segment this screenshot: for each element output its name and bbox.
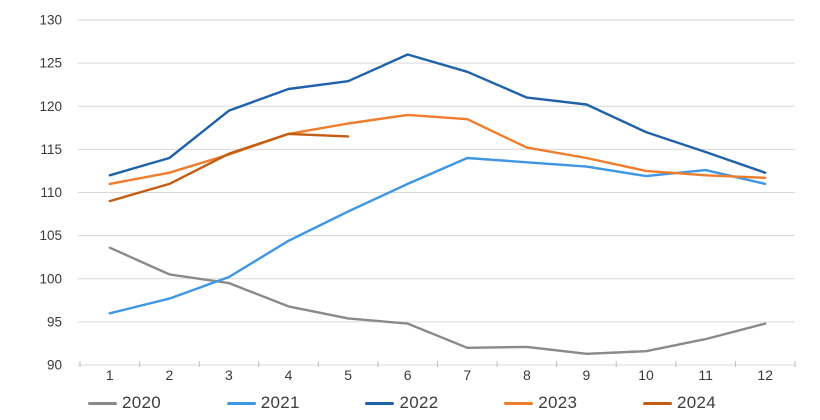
x-axis-tick-label: 3: [225, 367, 233, 383]
y-axis-tick-label: 90: [47, 358, 62, 373]
legend-item-2021: 2021: [226, 393, 300, 413]
series-line-2021: [108, 156, 767, 315]
legend-label: 2022: [399, 393, 439, 412]
series-line-2024: [108, 132, 350, 203]
legend-label: 2020: [122, 393, 162, 412]
x-axis-tick-label: 9: [583, 367, 591, 383]
y-axis-tick-label: 110: [40, 185, 62, 200]
legend-swatch-2020: [88, 401, 117, 405]
y-axis-tick-label: 100: [39, 271, 62, 286]
y-axis-tick-label: 125: [39, 56, 62, 71]
legend-label: 2021: [260, 393, 300, 412]
legend-swatch-2023: [504, 401, 534, 405]
legend-item-2020: 2020: [88, 393, 161, 413]
legend-swatch-2022: [365, 401, 395, 405]
series-line-2020: [108, 246, 767, 355]
legend-item-2022: 2022: [365, 393, 438, 413]
legend-label: 2023: [538, 393, 578, 412]
x-axis-tick-label: 12: [757, 367, 773, 383]
y-axis-tick-label: 105: [39, 228, 62, 243]
x-axis-tick-label: 8: [523, 367, 531, 383]
x-axis-tick-label: 1: [106, 367, 114, 383]
y-axis-tick-label: 95: [47, 314, 62, 329]
x-axis-tick-label: 7: [463, 367, 471, 383]
legend-swatch-2024: [642, 401, 672, 405]
x-axis-tick-label: 10: [638, 367, 654, 383]
x-axis-tick-label: 6: [404, 367, 412, 383]
y-axis-tick-label: 120: [39, 99, 62, 114]
x-axis-tick-label: 4: [285, 367, 293, 383]
x-axis-tick-label: 5: [344, 367, 352, 383]
y-axis-tick-label: 130: [39, 13, 62, 28]
legend-swatch-2021: [226, 401, 256, 405]
legend-item-2024: 2024: [642, 393, 716, 413]
y-axis-tick-label: 115: [40, 142, 62, 157]
legend-item-2023: 2023: [504, 393, 577, 413]
x-axis-tick-label: 11: [698, 367, 713, 383]
chart-legend: 2020 2021 2022 2023 2024: [88, 393, 716, 413]
legend-label: 2024: [676, 393, 716, 412]
x-axis-tick-label: 2: [165, 367, 173, 383]
series-line-2022: [108, 53, 767, 177]
